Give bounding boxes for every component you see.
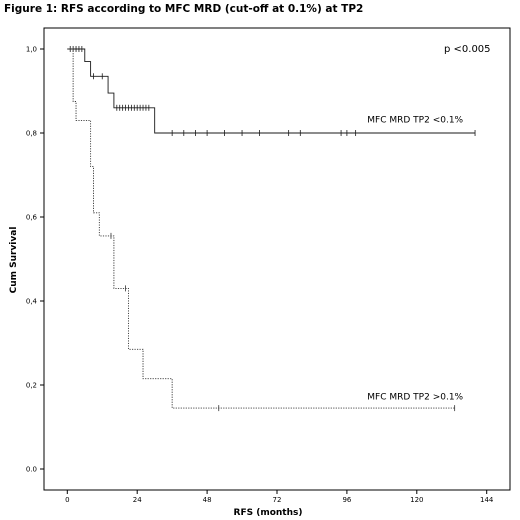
y-tick-label: 0.0: [26, 466, 37, 474]
y-axis-title: Cum Survival: [9, 227, 19, 294]
tick-layer: 0 24 48 72 96 120 144 0.0 0,2 0,4 0,6 0,8 1,0: [26, 46, 494, 505]
x-tick-label: 0: [65, 496, 69, 504]
survival-curve-high-mrd: [67, 48, 455, 409]
x-tick-label: 144: [480, 496, 494, 504]
y-tick-label: 0,4: [26, 298, 38, 306]
x-axis-title: RFS (months): [234, 508, 303, 518]
figure-title: Figure 1: RFS according to MFC MRD (cut-…: [4, 3, 364, 15]
x-tick-label: 48: [203, 496, 212, 504]
x-tick-label: 96: [342, 496, 351, 504]
x-tick-label: 24: [133, 496, 142, 504]
y-tick-label: 0,6: [26, 214, 38, 222]
y-tick-label: 0,2: [26, 382, 37, 390]
series-layer: MFC MRD TP2 <0.1% MFC MRD TP2 >0.1%: [67, 46, 476, 412]
series-label-low-mrd: MFC MRD TP2 <0.1%: [367, 116, 463, 126]
x-tick-label: 120: [410, 496, 423, 504]
survival-curve-low-mrd: [67, 48, 476, 134]
y-tick-label: 0,8: [26, 130, 37, 138]
p-value-annotation: p <0.005: [444, 44, 491, 55]
y-tick-label: 1,0: [26, 46, 37, 54]
x-tick-label: 72: [273, 496, 282, 504]
series-label-high-mrd: MFC MRD TP2 >0.1%: [367, 393, 463, 403]
